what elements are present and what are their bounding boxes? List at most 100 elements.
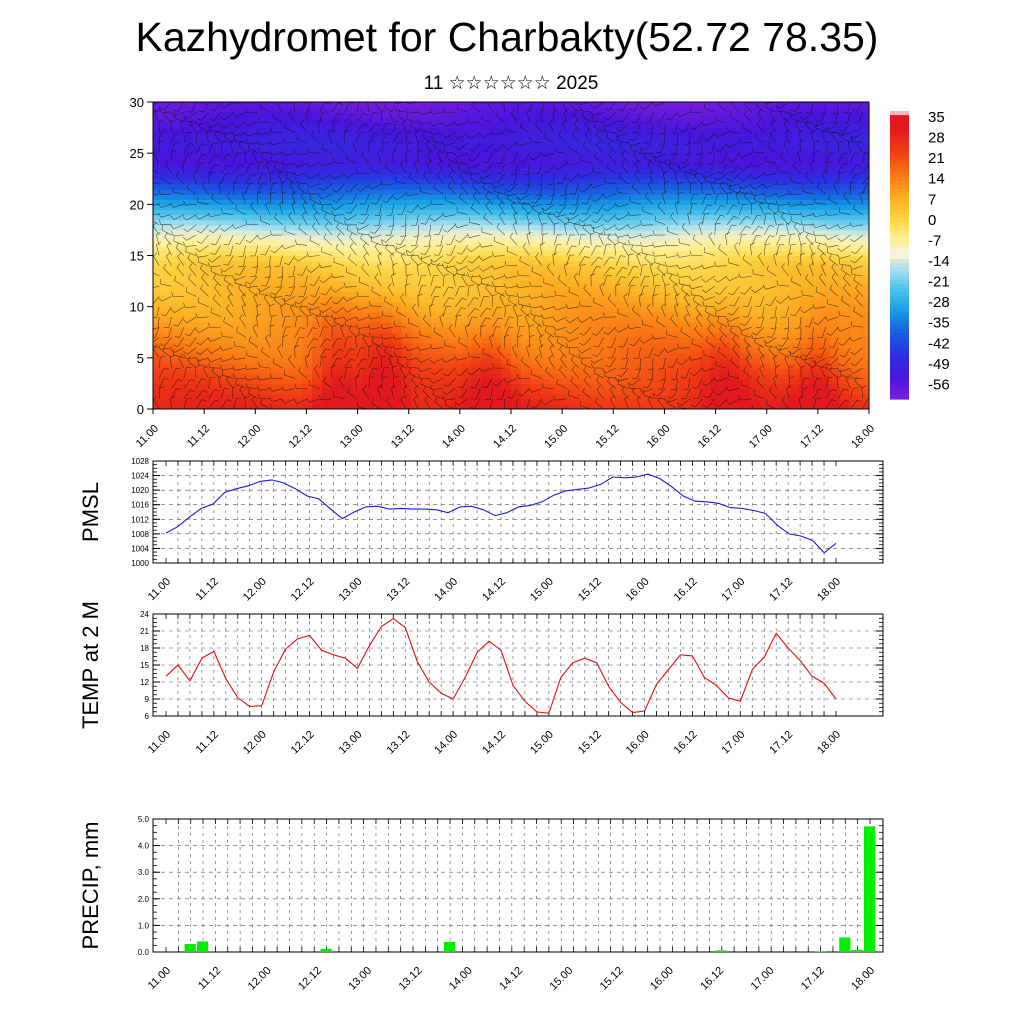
field-cell (351, 286, 363, 292)
field-cell (212, 188, 224, 195)
field-cell (351, 383, 363, 390)
field-cell (172, 332, 184, 338)
field-cell (540, 322, 552, 328)
field-cell (719, 275, 731, 282)
field-cell (839, 398, 850, 405)
field-cell (799, 194, 810, 200)
field-cell (640, 245, 651, 251)
field-cell (670, 327, 681, 333)
field-cell (262, 102, 273, 108)
field-cell (550, 357, 562, 364)
field-cell (391, 199, 403, 205)
field-cell (351, 306, 363, 313)
field-cell (182, 214, 194, 221)
field-cell (560, 250, 572, 257)
field-cell (361, 342, 373, 349)
field-cell (749, 168, 761, 175)
field-cell (172, 142, 184, 149)
field-cell (272, 393, 283, 400)
field-cell (719, 383, 731, 390)
field-cell (341, 322, 353, 328)
wind-barb-flag (223, 263, 229, 266)
field-cell (520, 214, 532, 221)
field-cell (351, 260, 363, 267)
field-cell (690, 383, 701, 390)
field-cell (302, 368, 313, 374)
field-cell (779, 291, 791, 298)
field-cell (451, 260, 462, 267)
field-cell (262, 332, 273, 338)
field-cell (759, 224, 771, 231)
field-cell (461, 173, 472, 180)
field-cell (481, 311, 492, 318)
field-cell (819, 204, 830, 211)
wind-barb-flag (182, 236, 187, 241)
wind-barb (163, 268, 172, 277)
field-cell (252, 250, 263, 257)
wind-barb (241, 306, 246, 317)
field-cell (550, 158, 562, 164)
field-cell (292, 204, 303, 211)
field-cell (322, 352, 333, 359)
field-cell (411, 332, 423, 338)
field-cell (511, 383, 522, 390)
field-cell (312, 194, 323, 200)
field-cell (491, 296, 502, 303)
field-cell (461, 255, 472, 262)
field-cell (729, 122, 741, 129)
field-cell (162, 153, 174, 159)
field-cell (570, 306, 582, 313)
field-cell (590, 235, 602, 241)
field-cell (153, 132, 164, 139)
wind-barb (270, 316, 272, 328)
field-cell (749, 316, 761, 323)
field-cell (162, 281, 174, 287)
field-cell (182, 301, 194, 308)
field-cell (520, 102, 532, 108)
field-cell (332, 357, 343, 364)
field-cell (520, 158, 532, 164)
field-cell (441, 322, 452, 328)
field-cell (401, 342, 413, 349)
field-cell (859, 142, 869, 149)
field-cell (809, 229, 820, 236)
field-cell (312, 311, 323, 318)
field-cell (262, 378, 273, 385)
field-cell (799, 347, 810, 354)
wind-barb-flag (227, 164, 233, 168)
field-cell (351, 199, 363, 205)
field-cell (381, 275, 393, 282)
field-cell (719, 306, 731, 313)
field-cell (302, 235, 313, 241)
wind-barb-flag (230, 139, 235, 143)
field-cell (272, 337, 283, 344)
wind-barb (279, 203, 283, 215)
field-cell (540, 235, 552, 241)
field-cell (530, 194, 542, 200)
field-cell (849, 311, 860, 318)
field-cell (590, 296, 602, 303)
field-cell (381, 127, 393, 134)
field-cell (262, 117, 273, 124)
field-cell (799, 270, 810, 277)
field-cell (809, 275, 820, 282)
field-cell (620, 327, 631, 333)
wind-barb (224, 111, 234, 120)
field-cell (341, 102, 353, 108)
field-cell (202, 373, 214, 379)
field-cell (779, 265, 791, 272)
wind-barb-flag (174, 336, 180, 338)
field-cell (272, 173, 283, 180)
field-cell (461, 265, 472, 272)
field-cell (262, 368, 273, 374)
field-cell (729, 270, 741, 277)
wind-barb (158, 131, 161, 143)
field-cell (640, 398, 651, 405)
field-cell (819, 199, 830, 205)
field-cell (610, 168, 621, 175)
field-cell (610, 224, 621, 231)
field-cell (789, 250, 800, 257)
field-cell (302, 153, 313, 159)
field-cell (699, 122, 711, 129)
